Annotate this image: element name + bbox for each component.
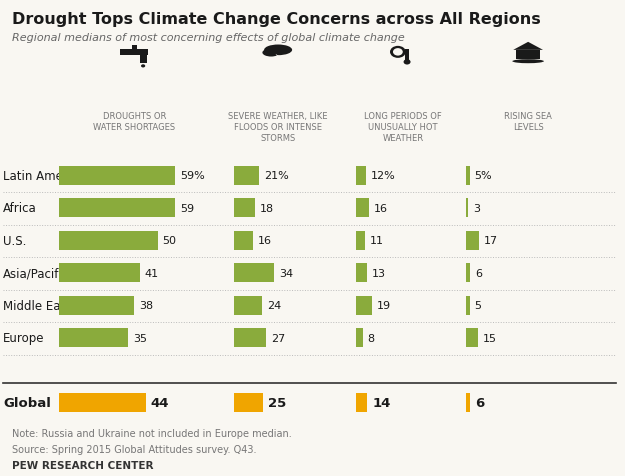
Bar (466, 167, 469, 186)
Bar (234, 231, 253, 250)
Text: 38: 38 (139, 301, 153, 310)
Bar (59, 296, 134, 315)
Text: PEW RESEARCH CENTER: PEW RESEARCH CENTER (12, 460, 154, 470)
Bar (466, 199, 468, 218)
Text: Regional medians of most concerning effects of global climate change: Regional medians of most concerning effe… (12, 33, 405, 43)
Bar (356, 296, 371, 315)
Text: 59%: 59% (180, 171, 205, 181)
Bar (466, 231, 479, 250)
Ellipse shape (262, 50, 280, 58)
Bar (59, 393, 146, 412)
Text: Europe: Europe (3, 331, 44, 345)
Text: 25: 25 (268, 396, 287, 409)
Text: Latin America: Latin America (3, 169, 85, 183)
Bar (139, 55, 147, 64)
Bar (356, 231, 365, 250)
Text: 15: 15 (482, 333, 497, 343)
Text: SEVERE WEATHER, LIKE
FLOODS OR INTENSE
STORMS: SEVERE WEATHER, LIKE FLOODS OR INTENSE S… (228, 112, 328, 143)
Bar (356, 199, 369, 218)
Polygon shape (276, 55, 282, 64)
Bar (466, 393, 471, 412)
Text: 44: 44 (151, 396, 169, 409)
Bar (132, 45, 137, 50)
Text: 16: 16 (258, 236, 272, 246)
Text: DROUGHTS OR
WATER SHORTAGES: DROUGHTS OR WATER SHORTAGES (93, 112, 176, 132)
Bar (234, 296, 262, 315)
Ellipse shape (264, 45, 292, 56)
Text: Asia/Pacific: Asia/Pacific (3, 267, 69, 280)
Text: 59: 59 (180, 204, 194, 213)
Text: 17: 17 (484, 236, 498, 246)
Ellipse shape (512, 60, 544, 64)
Text: 24: 24 (268, 301, 281, 310)
Text: Middle East: Middle East (3, 299, 71, 312)
Text: LONG PERIODS OF
UNUSUALLY HOT
WEATHER: LONG PERIODS OF UNUSUALLY HOT WEATHER (364, 112, 442, 143)
Text: 19: 19 (376, 301, 391, 310)
Text: 34: 34 (279, 268, 293, 278)
Text: 3: 3 (473, 204, 480, 213)
Text: 5%: 5% (474, 171, 492, 181)
Text: 50: 50 (162, 236, 177, 246)
Text: U.S.: U.S. (3, 234, 26, 248)
Bar (466, 328, 478, 347)
Bar (234, 393, 263, 412)
Bar (356, 167, 366, 186)
Bar (405, 50, 409, 63)
Circle shape (141, 65, 145, 69)
Circle shape (393, 49, 402, 57)
Text: 6: 6 (476, 396, 485, 409)
Bar (356, 328, 362, 347)
Text: Note: Russia and Ukraine not included in Europe median.: Note: Russia and Ukraine not included in… (12, 428, 292, 438)
Bar (59, 199, 175, 218)
Bar (59, 328, 128, 347)
Bar (121, 50, 148, 56)
Bar (466, 296, 469, 315)
Text: 11: 11 (370, 236, 384, 246)
Bar (234, 328, 266, 347)
Text: 13: 13 (372, 268, 386, 278)
Text: 12%: 12% (371, 171, 396, 181)
Text: Africa: Africa (3, 202, 37, 215)
Text: RISING SEA
LEVELS: RISING SEA LEVELS (504, 112, 552, 132)
Text: 5: 5 (474, 301, 482, 310)
Bar (59, 231, 158, 250)
Bar (516, 51, 541, 60)
Text: 27: 27 (271, 333, 285, 343)
Text: 16: 16 (374, 204, 388, 213)
Text: 35: 35 (133, 333, 147, 343)
Bar (234, 167, 259, 186)
Circle shape (390, 47, 406, 59)
Bar (234, 264, 274, 283)
Text: Drought Tops Climate Change Concerns across All Regions: Drought Tops Climate Change Concerns acr… (12, 12, 541, 27)
Bar (356, 393, 367, 412)
Bar (234, 199, 255, 218)
Text: 18: 18 (260, 204, 274, 213)
Bar (59, 167, 175, 186)
Bar (59, 264, 140, 283)
Text: 8: 8 (368, 333, 375, 343)
Text: Source: Spring 2015 Global Attitudes survey. Q43.: Source: Spring 2015 Global Attitudes sur… (12, 444, 257, 454)
Text: 14: 14 (372, 396, 391, 409)
Text: Global: Global (3, 396, 51, 409)
Circle shape (404, 60, 411, 65)
Polygon shape (513, 43, 543, 51)
Text: 41: 41 (145, 268, 159, 278)
Text: 6: 6 (476, 268, 482, 278)
Bar (466, 264, 471, 283)
Text: 21%: 21% (264, 171, 289, 181)
Bar (356, 264, 367, 283)
